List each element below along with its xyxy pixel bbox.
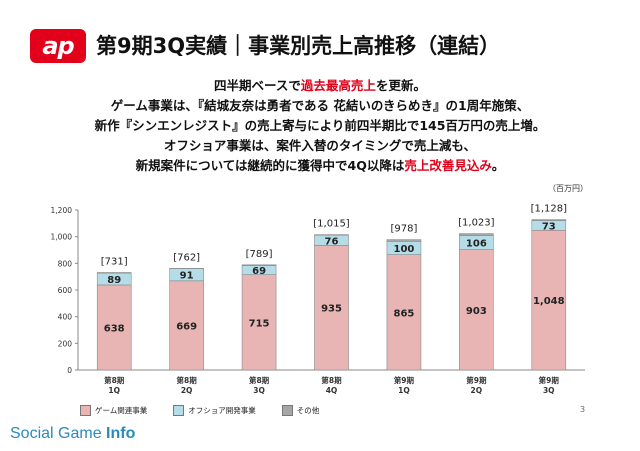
x-tick-label: 第8期 (104, 375, 125, 385)
bar-total-label: [1,128] (531, 204, 568, 215)
bar-value-label: 669 (176, 321, 197, 332)
bar-value-label: 106 (466, 239, 487, 250)
bar-segment (169, 280, 204, 371)
stacked-bar-chart: 02004006008001,0001,20063889[731]第8期1Q66… (51, 204, 585, 395)
bar-segment (241, 274, 277, 371)
highlight-improvement: 売上改善見込み (404, 158, 492, 173)
bar-segment (96, 284, 132, 371)
bar-value-label: 76 (325, 236, 339, 247)
x-tick-label: 2Q (471, 386, 483, 395)
unit-label: （百万円） (548, 184, 588, 193)
y-tick-label: 200 (58, 339, 73, 348)
x-tick-label: 第8期 (177, 375, 198, 385)
bar-total-label: [1,023] (458, 218, 495, 229)
x-tick-label: 第9期 (539, 375, 560, 385)
x-tick-label: 4Q (326, 386, 338, 395)
y-tick-label: 400 (58, 313, 73, 322)
x-tick-label: 第8期 (249, 375, 270, 385)
legend-swatch-game (80, 405, 91, 416)
bar-segment (531, 219, 567, 221)
x-tick-label: 3Q (543, 386, 555, 395)
bar-segment (241, 264, 277, 266)
bar-total-label: [762] (173, 252, 200, 263)
legend-item-other: その他 (281, 405, 319, 416)
x-tick-label: 1Q (398, 386, 410, 395)
bar-segment (459, 249, 494, 371)
legend-swatch-offshore (173, 405, 185, 416)
summary-line-5: 新規案件については継続的に獲得中で4Q以降は売上改善見込み。 (135, 158, 505, 173)
footer-brand: Social Game Info (10, 425, 136, 442)
bar-segment (314, 245, 349, 371)
y-tick-label: 600 (58, 286, 73, 295)
y-tick-label: 1,200 (51, 206, 73, 215)
bar-value-label: 100 (393, 244, 414, 255)
legend-item-offshore: オフショア開発事業 (173, 405, 256, 416)
bar-segment (459, 233, 494, 236)
legend-swatch-other (281, 405, 293, 416)
x-tick-label: 第9期 (466, 375, 487, 385)
x-tick-label: 第8期 (321, 375, 342, 385)
company-logo: ap (30, 29, 86, 63)
bar-total-label: [978] (390, 224, 417, 235)
y-tick-label: 0 (67, 366, 72, 375)
bar-segment (531, 229, 567, 371)
x-tick-label: 3Q (253, 386, 265, 395)
summary-line-3: 新作『シンエンレジスト』の売上寄与により前四半期比で145百万円の売上増。 (94, 118, 546, 133)
bar-total-label: [731] (101, 257, 128, 268)
bar-value-label: 715 (249, 318, 270, 329)
bar-segment (386, 239, 422, 242)
bar-segment (386, 254, 422, 371)
bar-segment (96, 272, 132, 274)
bar-value-label: 91 (180, 271, 194, 282)
chart-legend: ゲーム関連事業 オフショア開発事業 その他 (80, 405, 319, 416)
bar-value-label: 89 (107, 275, 121, 286)
bar-value-label: 73 (542, 221, 556, 232)
bar-value-label: 638 (104, 323, 125, 334)
bar-value-label: 903 (466, 306, 487, 317)
x-tick-label: 第9期 (394, 375, 415, 385)
bar-total-label: [789] (246, 249, 273, 260)
y-tick-label: 1,000 (51, 233, 73, 242)
summary-line-1: 四半期ベースで過去最高売上を更新。 (214, 78, 426, 93)
summary-line-4: オフショア事業は、案件入替のタイミングで売上減も、 (163, 138, 477, 153)
summary-line-2: ゲーム事業は、『結城友奈は勇者である 花結いのきらめき』の1周年施策、 (110, 98, 530, 113)
bar-value-label: 1,048 (533, 296, 565, 307)
bar-value-label: 865 (393, 308, 414, 319)
page-title: 第9期3Q実績｜事業別売上高推移（連結） (96, 34, 501, 58)
bar-total-label: [1,015] (313, 219, 350, 230)
bar-segment (314, 234, 349, 236)
page-number: 3 (580, 405, 586, 414)
summary-text: 四半期ベースで過去最高売上を更新。 ゲーム事業は、『結城友奈は勇者である 花結い… (0, 76, 640, 176)
y-tick-label: 800 (58, 259, 73, 268)
highlight-record-sales: 過去最高売上 (300, 78, 376, 93)
legend-item-game: ゲーム関連事業 (80, 405, 147, 416)
x-tick-label: 2Q (181, 386, 193, 395)
bar-value-label: 69 (252, 266, 266, 277)
x-tick-label: 1Q (108, 386, 120, 395)
bar-value-label: 935 (321, 304, 342, 315)
